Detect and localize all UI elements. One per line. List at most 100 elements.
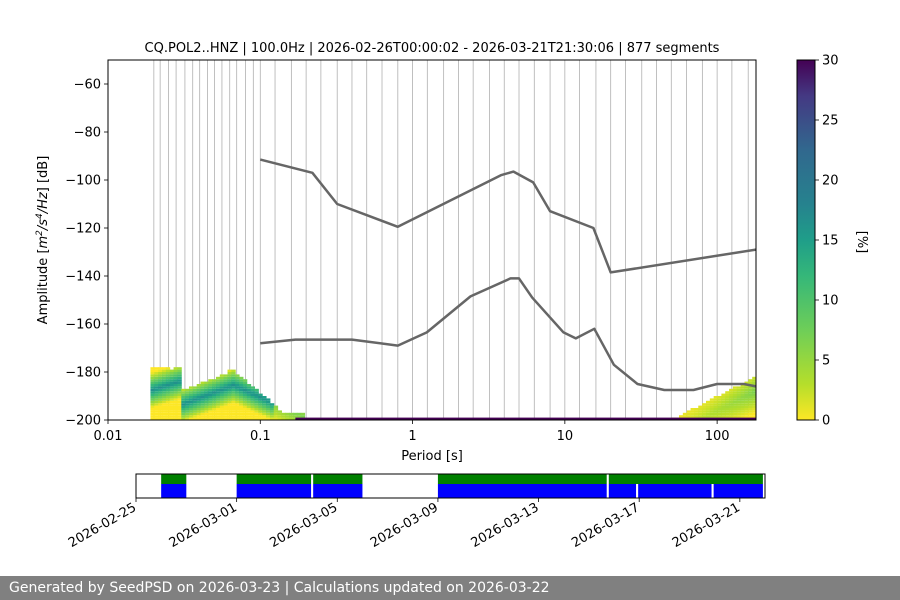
heatmap-cell	[258, 403, 263, 406]
heatmap-cell	[181, 417, 186, 420]
heatmap-cell	[165, 381, 171, 384]
heatmap-cell	[212, 408, 217, 411]
heatmap-cell	[196, 396, 202, 399]
heatmap-cell	[725, 410, 730, 413]
heatmap-cell	[204, 388, 209, 392]
heatmap-cell	[736, 386, 742, 389]
heatmap-cell	[239, 412, 244, 416]
heatmap-cell	[756, 406, 760, 408]
heatmap-cell	[165, 367, 171, 370]
heatmap-cell	[215, 400, 221, 404]
heatmap-cell	[273, 408, 279, 411]
heatmap-cell	[169, 379, 175, 382]
timeline-tick-label: 2026-02-25	[66, 500, 139, 551]
heatmap-cell	[254, 415, 259, 418]
heatmap-cell	[162, 408, 167, 411]
heatmap-cell	[181, 388, 186, 392]
heatmap-cell	[165, 386, 171, 389]
heatmap-cell	[219, 381, 225, 384]
heatmap-cell	[165, 374, 171, 377]
timeline-tick-label: 2026-03-05	[267, 500, 340, 551]
heatmap-cell	[254, 405, 259, 408]
heatmap-cell	[169, 386, 175, 389]
heatmap-cell	[173, 367, 178, 370]
heatmap-cell	[188, 408, 194, 411]
heatmap-cell	[740, 386, 746, 389]
timeline-tick-label: 2026-03-21	[670, 500, 743, 551]
heatmap-cell	[705, 403, 711, 406]
heatmap-cell	[173, 408, 178, 411]
heatmap-cell	[158, 398, 163, 401]
heatmap-cell	[250, 408, 255, 411]
heatmap-cell	[162, 417, 167, 420]
heatmap-cell	[748, 410, 753, 413]
heatmap-cell	[177, 381, 182, 384]
heatmap-cell	[150, 386, 155, 389]
colorbar-ticks: 0 5 10 15 20 25 30	[815, 54, 839, 429]
heatmap-cell	[196, 384, 202, 387]
heatmap-cell	[709, 403, 715, 406]
heatmap-cell	[219, 396, 225, 399]
heatmap-cell	[212, 388, 217, 392]
heatmap-cell	[215, 398, 221, 401]
heatmap-cell	[181, 396, 186, 399]
heatmap-cell	[165, 369, 171, 372]
heatmap-cell	[235, 393, 240, 396]
heatmap-cell	[185, 405, 190, 408]
heatmap-cell	[162, 386, 167, 389]
heatmap-cell	[192, 398, 198, 401]
heatmap-cell	[246, 410, 252, 413]
heatmap-cell	[242, 384, 248, 387]
heatmap-cell	[239, 396, 244, 399]
heatmap-cell	[215, 376, 221, 380]
heatmap-cell	[150, 369, 155, 372]
heatmap-cell	[192, 415, 198, 418]
heatmap-cell	[258, 396, 263, 399]
heatmap-cell	[177, 393, 182, 396]
heatmap-cell	[173, 372, 178, 375]
heatmap-cell	[709, 400, 715, 404]
heatmap-cell	[150, 367, 155, 370]
heatmap-cell	[212, 398, 217, 401]
heatmap-cell	[150, 372, 155, 375]
heatmap-cell	[709, 398, 715, 401]
data-segment-bar	[161, 484, 187, 498]
heatmap-cell	[239, 415, 244, 418]
heatmap-cell	[231, 400, 236, 404]
heatmap-cell	[150, 417, 155, 420]
heatmap-cell	[250, 410, 255, 413]
heatmap-cell	[162, 381, 167, 384]
heatmap-cell	[748, 386, 753, 389]
colorbar-tick-label: 25	[822, 114, 839, 129]
heatmap-cell	[173, 386, 178, 389]
heatmap-cell	[713, 400, 719, 404]
heatmap-cell	[223, 396, 229, 399]
heatmap-cell	[227, 405, 232, 408]
heatmap-cell	[242, 398, 248, 401]
heatmap-cell	[181, 415, 186, 418]
heatmap-cell	[736, 391, 742, 394]
heatmap-cell	[208, 417, 213, 420]
heatmap-cell	[177, 412, 182, 416]
heatmap-cell	[212, 381, 217, 384]
heatmap-cell	[277, 410, 282, 413]
heatmap-cell	[694, 412, 699, 416]
heatmap-cell	[254, 403, 259, 406]
heatmap-cell	[713, 410, 719, 413]
heatmap-cell	[192, 412, 198, 416]
heatmap-cell	[721, 410, 726, 413]
heatmap-cell	[185, 400, 190, 404]
heatmap-cell	[177, 405, 182, 408]
heatmap-cell	[227, 403, 232, 406]
heatmap-cell	[744, 398, 749, 401]
footer-bar: Generated by SeedPSD on 2026-03-23 | Cal…	[0, 576, 900, 600]
heatmap-cell	[169, 374, 175, 377]
heatmap-cell	[246, 393, 252, 396]
heatmap-cell	[150, 408, 155, 411]
heatmap-cell	[740, 405, 746, 408]
heatmap-cell	[250, 412, 255, 416]
heatmap-cell	[223, 386, 229, 389]
heatmap-cell	[165, 376, 171, 380]
heatmap-cell	[690, 408, 695, 411]
heatmap-cell	[756, 389, 760, 391]
